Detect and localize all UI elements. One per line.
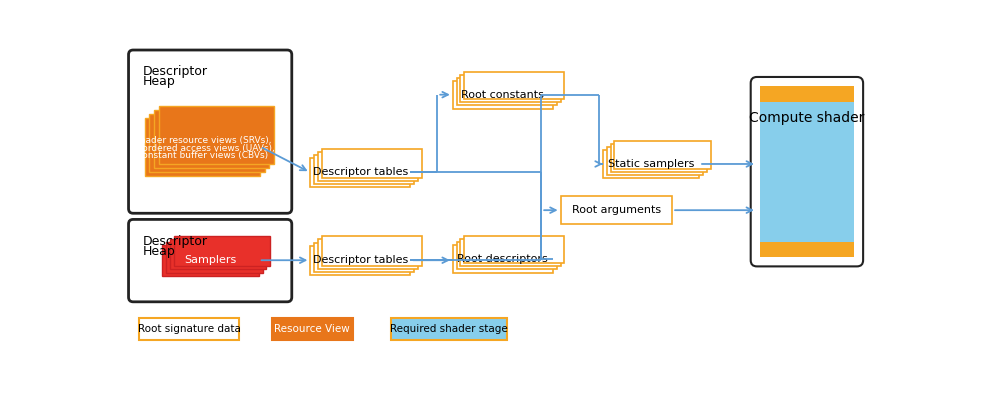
- Bar: [314, 242, 414, 272]
- Bar: [391, 318, 507, 339]
- FancyBboxPatch shape: [751, 77, 863, 266]
- Bar: [464, 236, 565, 263]
- Text: Compute shader: Compute shader: [749, 111, 865, 125]
- Text: Descriptor tables: Descriptor tables: [313, 255, 408, 265]
- Bar: [461, 239, 561, 266]
- Bar: [461, 75, 561, 102]
- Bar: [310, 246, 410, 275]
- Bar: [145, 118, 260, 175]
- Bar: [561, 196, 672, 224]
- Text: Static samplers: Static samplers: [608, 159, 694, 169]
- Text: Descriptor tables: Descriptor tables: [313, 167, 408, 177]
- Text: Root signature data: Root signature data: [138, 324, 241, 334]
- Bar: [272, 318, 352, 339]
- Bar: [150, 114, 265, 172]
- Text: Required shader stage: Required shader stage: [390, 324, 508, 334]
- Bar: [610, 144, 707, 172]
- Bar: [170, 239, 267, 269]
- Text: Constant buffer views (CBVs): Constant buffer views (CBVs): [137, 152, 269, 160]
- Bar: [760, 102, 854, 242]
- Bar: [318, 152, 418, 181]
- Bar: [174, 236, 271, 266]
- Bar: [322, 236, 422, 265]
- Bar: [154, 110, 270, 168]
- FancyBboxPatch shape: [129, 50, 292, 213]
- Bar: [162, 245, 259, 276]
- Bar: [453, 245, 553, 273]
- Text: Resource View: Resource View: [274, 324, 349, 334]
- Text: Heap: Heap: [143, 76, 175, 88]
- Bar: [140, 318, 239, 339]
- Bar: [158, 106, 275, 164]
- Bar: [322, 149, 422, 178]
- Text: Root descriptors: Root descriptors: [458, 254, 548, 264]
- Bar: [614, 141, 710, 168]
- Bar: [314, 155, 414, 184]
- Bar: [457, 242, 557, 269]
- Text: Unordered access views (UAVs),: Unordered access views (UAVs),: [130, 144, 275, 153]
- Bar: [310, 158, 410, 187]
- Text: Root constants: Root constants: [461, 90, 544, 100]
- Bar: [607, 147, 703, 175]
- Text: Descriptor: Descriptor: [143, 65, 208, 78]
- Bar: [760, 242, 854, 257]
- Bar: [457, 78, 557, 105]
- Text: Descriptor: Descriptor: [143, 235, 208, 248]
- Text: Root arguments: Root arguments: [572, 205, 661, 215]
- Bar: [464, 72, 565, 99]
- Text: Shader resource views (SRVs),: Shader resource views (SRVs),: [134, 136, 272, 145]
- Bar: [166, 242, 263, 273]
- Bar: [603, 150, 699, 178]
- Bar: [453, 81, 553, 109]
- Text: Heap: Heap: [143, 245, 175, 258]
- Bar: [760, 86, 854, 102]
- FancyBboxPatch shape: [129, 219, 292, 302]
- Bar: [318, 240, 418, 269]
- Text: Samplers: Samplers: [184, 255, 237, 265]
